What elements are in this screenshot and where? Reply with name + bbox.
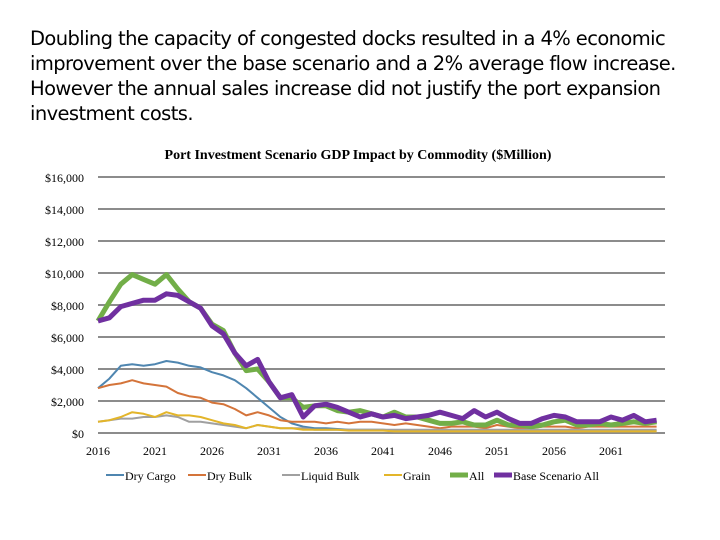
x-tick-label: 2031 (257, 444, 281, 458)
y-tick-label: $12,000 (45, 235, 84, 249)
x-tick-label: 2041 (371, 444, 395, 458)
y-tick-label: $8,000 (51, 299, 84, 313)
legend-label: All (469, 469, 485, 483)
x-tick-label: 2021 (143, 444, 167, 458)
y-tick-label: $10,000 (45, 267, 84, 281)
x-tick-label: 2061 (599, 444, 623, 458)
x-tick-label: 2026 (200, 444, 224, 458)
y-tick-label: $14,000 (45, 203, 84, 217)
x-tick-label: 2056 (542, 444, 566, 458)
x-tick-label: 2016 (86, 444, 110, 458)
x-tick-label: 2051 (485, 444, 509, 458)
y-tick-label: $0 (72, 427, 84, 441)
x-tick-label: 2046 (428, 444, 452, 458)
legend-label: Dry Cargo (125, 469, 176, 483)
legend-label: Base Scenario All (513, 469, 600, 483)
legend-label: Liquid Bulk (301, 469, 359, 483)
legend-label: Dry Bulk (207, 469, 252, 483)
y-tick-label: $4,000 (51, 363, 84, 377)
y-tick-label: $2,000 (51, 395, 84, 409)
y-tick-label: $6,000 (51, 331, 84, 345)
series-line-dry-bulk (97, 379, 657, 430)
series-line-grain (97, 411, 657, 433)
x-tick-label: 2036 (314, 444, 338, 458)
chart-title: Port Investment Scenario GDP Impact by C… (165, 148, 552, 163)
slide-headline: Doubling the capacity of congested docks… (30, 27, 676, 125)
y-tick-label: $16,000 (45, 171, 84, 185)
series-line-base-scenario-all (97, 291, 657, 426)
legend-label: Grain (403, 469, 430, 483)
